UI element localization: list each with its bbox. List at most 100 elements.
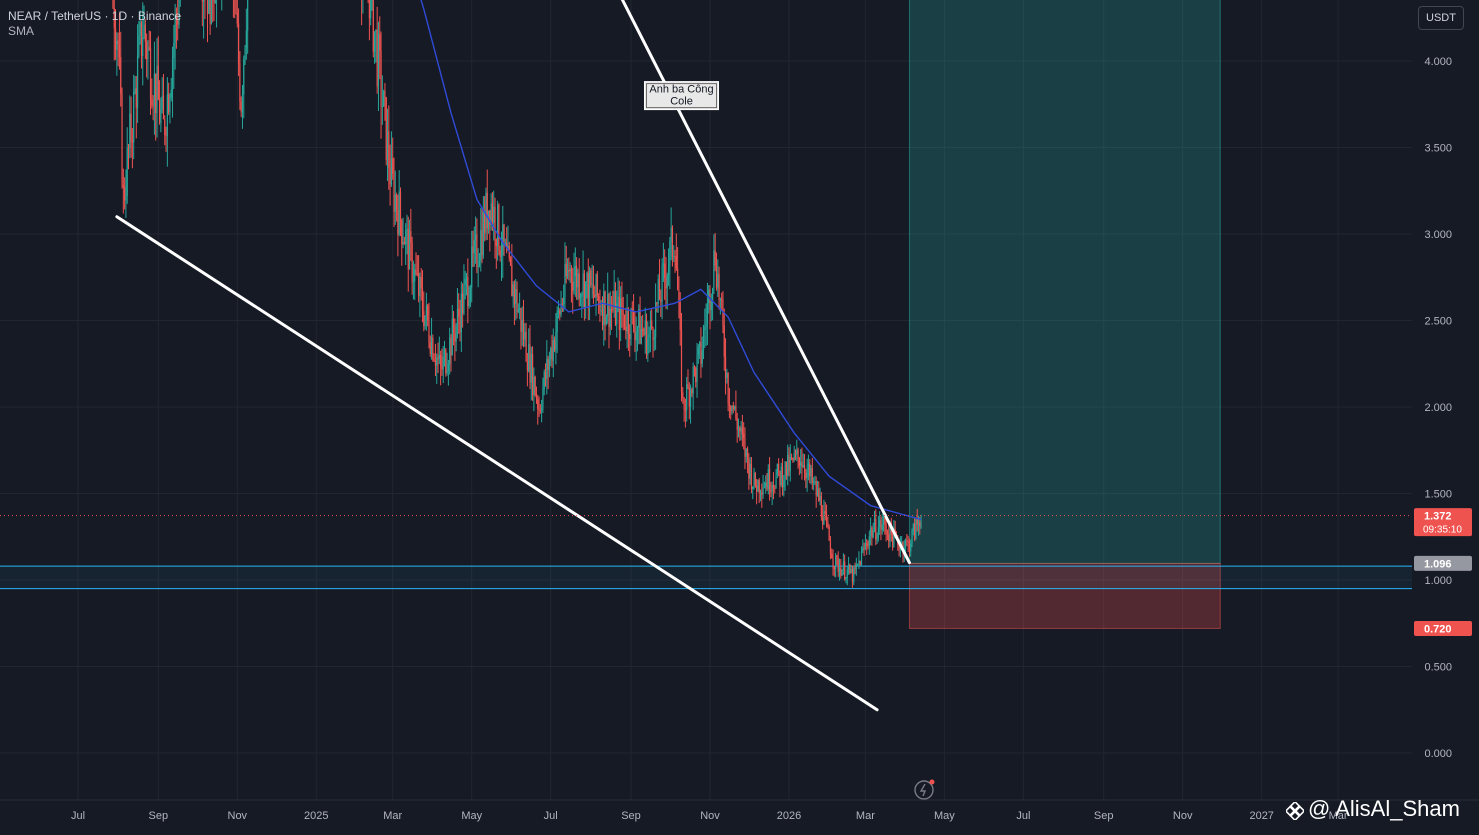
candle-body	[492, 203, 493, 223]
candle-body	[689, 388, 690, 407]
candle-body	[673, 256, 674, 257]
candle-body	[645, 321, 646, 335]
candle-body	[617, 297, 618, 304]
candle-body	[879, 520, 880, 527]
candle-body	[693, 367, 694, 394]
candle-body	[862, 548, 863, 551]
candle-body	[449, 338, 450, 364]
price-label: 0.720	[1414, 621, 1472, 636]
price-tick-label: 3.500	[1424, 143, 1452, 155]
candle-body	[677, 268, 678, 290]
candle-body	[599, 300, 600, 311]
indicator-label[interactable]: SMA	[8, 24, 181, 39]
candle-body	[713, 251, 714, 288]
candle-body	[598, 296, 599, 299]
candle-body	[476, 235, 477, 267]
time-tick-label: Mar	[383, 810, 402, 822]
candle-body	[847, 570, 848, 578]
candle-body	[630, 309, 631, 340]
candle-body	[387, 131, 388, 160]
candle-body	[463, 285, 464, 313]
candle-body	[629, 334, 630, 339]
candle-body	[783, 480, 784, 487]
currency-unit-button[interactable]: USDT	[1418, 6, 1464, 30]
price-tick-label: 1.000	[1424, 575, 1452, 587]
candle-body	[611, 309, 612, 310]
candle-body	[822, 517, 823, 525]
price-label-value: 1.372	[1424, 511, 1452, 523]
candle-body	[413, 282, 414, 283]
candle-body	[906, 541, 907, 542]
candle-body	[544, 372, 545, 389]
candle-body	[860, 561, 861, 566]
candle-body	[133, 92, 134, 143]
candle-body	[548, 359, 549, 370]
candle-body	[651, 321, 652, 329]
candle-body	[761, 493, 762, 495]
candle-body	[444, 350, 445, 357]
candle-body	[479, 261, 480, 266]
candle-body	[431, 338, 432, 354]
candle-body	[744, 438, 745, 457]
candle-body	[841, 570, 842, 576]
candle-body	[687, 384, 688, 387]
candle-body	[716, 266, 717, 288]
candle-body	[875, 519, 876, 540]
candle-body	[379, 34, 380, 51]
candle-body	[914, 524, 915, 538]
candle-body	[752, 486, 753, 489]
candle-body	[118, 41, 119, 45]
time-tick-label: Sep	[149, 810, 169, 822]
candle-body	[435, 361, 436, 366]
candle-body	[691, 389, 692, 393]
candle-body	[836, 555, 837, 559]
trendlines	[117, 0, 910, 710]
candle-body	[604, 291, 605, 324]
candle-body	[462, 293, 463, 313]
candle-body	[137, 55, 138, 107]
candle-body	[127, 148, 128, 196]
candle-body	[737, 418, 738, 430]
position-zones	[909, 0, 1220, 628]
candle-body	[441, 367, 442, 370]
price-tick-label: 2.000	[1424, 402, 1452, 414]
candle-body	[757, 480, 758, 492]
candle-body	[770, 492, 771, 493]
candle-body	[408, 229, 409, 269]
candle-body	[478, 266, 479, 267]
candle-body	[457, 309, 458, 325]
candle-body	[120, 57, 121, 94]
candle-body	[128, 148, 129, 149]
candle-body	[563, 298, 564, 305]
candle-body	[672, 228, 673, 257]
candle-body	[625, 327, 626, 332]
binance-logo-icon	[1286, 800, 1304, 818]
candle-body	[535, 377, 536, 396]
candle-body	[918, 522, 919, 524]
candle-body	[874, 519, 875, 530]
symbol-title[interactable]: NEAR / TetherUS · 1D · Binance	[8, 8, 181, 24]
candle-body	[465, 279, 466, 285]
candle-body	[423, 311, 424, 326]
candle-body	[445, 350, 446, 373]
candle-body	[782, 467, 783, 488]
candle-body	[427, 305, 428, 320]
candle-body	[612, 309, 613, 310]
bolt-icon	[921, 784, 925, 796]
candle-body	[762, 488, 763, 495]
candle-body	[641, 329, 642, 344]
trendline-lower	[117, 217, 877, 710]
candle-body	[729, 403, 730, 406]
candle-body	[136, 88, 137, 107]
candle-body	[158, 66, 159, 100]
candle-body	[603, 291, 604, 325]
candle-body	[821, 496, 822, 516]
candle-body	[853, 568, 854, 582]
candle-body	[153, 105, 154, 106]
candle-body	[471, 247, 472, 288]
candle-body	[422, 289, 423, 312]
candle-body	[844, 562, 845, 579]
